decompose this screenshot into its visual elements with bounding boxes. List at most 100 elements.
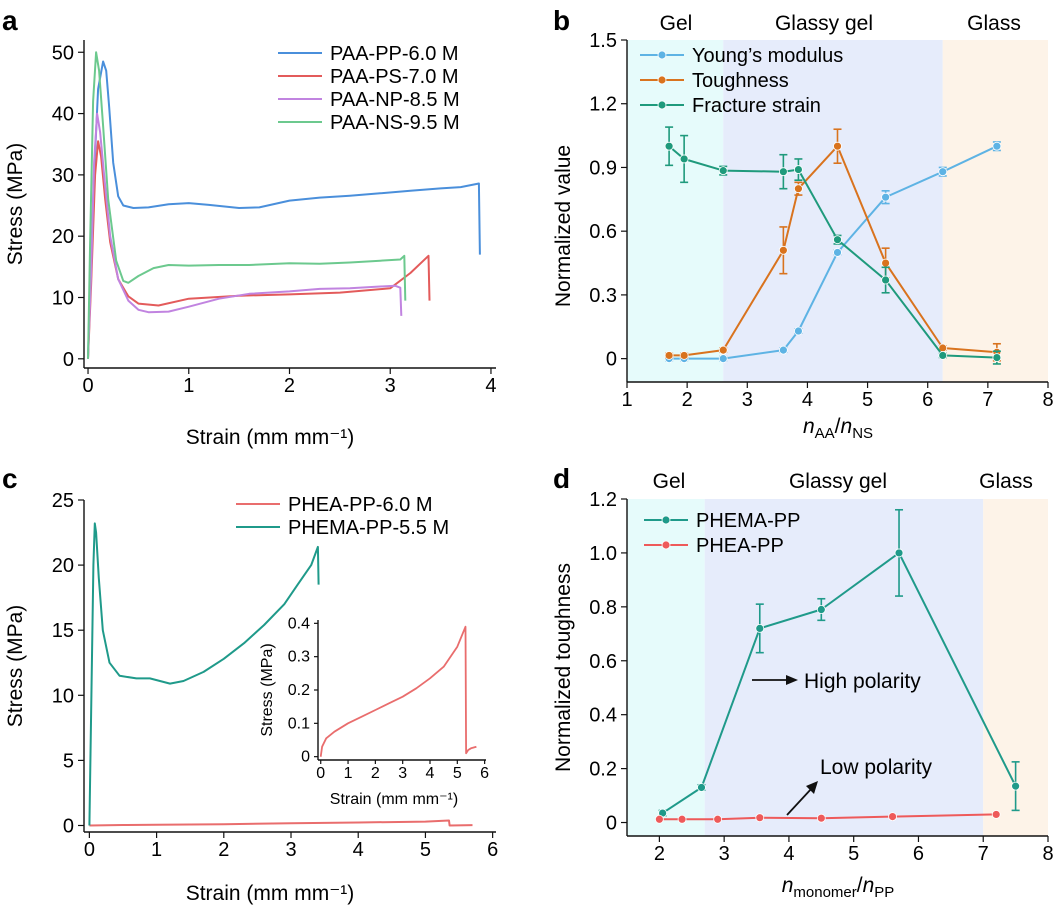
x-tick-label: 4 bbox=[426, 765, 435, 782]
series-fracture-strain-point bbox=[938, 351, 948, 360]
x-tick-label: 1 bbox=[344, 765, 353, 782]
y-tick-label: 1.0 bbox=[589, 543, 617, 565]
y-axis-label: Normalized value bbox=[552, 145, 575, 307]
x-tick-label: 0 bbox=[316, 765, 325, 782]
y-tick-label: 15 bbox=[52, 620, 74, 642]
x-tick-label: 0 bbox=[84, 839, 95, 861]
y-tick-label: 0.3 bbox=[589, 285, 617, 307]
series-fracture-strain-point bbox=[664, 141, 674, 151]
x-tick-label: 8 bbox=[1042, 843, 1053, 865]
y-tick-label: 0 bbox=[606, 813, 617, 835]
inset-y-axis-label: Stress (MPa) bbox=[259, 643, 276, 736]
y-tick-label: 0.6 bbox=[589, 651, 617, 673]
panel-letter-c: c bbox=[2, 463, 18, 494]
x-tick-label: 5 bbox=[862, 389, 873, 411]
series-phea-pp-point bbox=[888, 812, 897, 821]
x-axis-label: Strain (mm mm⁻¹) bbox=[186, 426, 355, 449]
series-toughness-point bbox=[881, 258, 891, 268]
y-tick-label: 0 bbox=[606, 349, 617, 371]
series-paa-pp-6-0-m bbox=[87, 60, 481, 359]
annotation-arrow-head bbox=[786, 675, 798, 685]
series-phema-pp-point bbox=[1011, 781, 1021, 791]
series-young-s-modulus-point bbox=[833, 248, 842, 257]
series-young-s-modulus-point bbox=[992, 141, 1002, 151]
region-label-glass: Glass bbox=[967, 12, 1021, 35]
panel-letter-a: a bbox=[2, 5, 18, 36]
x-axis-label: nmonomer/nPP bbox=[782, 874, 895, 901]
y-axis-label: Stress (MPa) bbox=[4, 143, 27, 266]
y-tick-label: 0.6 bbox=[589, 221, 617, 243]
legend-c-label: PHEA-PP-6.0 M bbox=[288, 494, 432, 516]
series-fracture-strain-point bbox=[794, 165, 803, 174]
legend-a-label: PAA-PS-7.0 M bbox=[330, 66, 459, 88]
legend-c-label: PHEMA-PP-5.5 M bbox=[288, 517, 449, 539]
y-tick-label: 40 bbox=[52, 104, 74, 126]
y-tick-label: 0.9 bbox=[589, 157, 617, 179]
y-tick-label: 0.2 bbox=[589, 759, 617, 781]
y-tick-label: 20 bbox=[52, 555, 74, 577]
region-label-glassy-gel: Glassy gel bbox=[775, 12, 873, 35]
x-tick-label: 6 bbox=[487, 839, 498, 861]
y-tick-label: 20 bbox=[52, 226, 74, 248]
series-fracture-strain-point bbox=[881, 275, 891, 285]
y-tick-label: 50 bbox=[52, 42, 74, 64]
annotation-high-polarity: High polarity bbox=[804, 670, 921, 693]
x-tick-label: 1 bbox=[183, 375, 194, 397]
legend-d-marker bbox=[661, 540, 671, 550]
x-tick-label: 2 bbox=[218, 839, 229, 861]
series-phema-pp-5-5-m bbox=[88, 522, 320, 826]
series-fracture-strain-point bbox=[833, 235, 842, 245]
legend-d-marker bbox=[661, 515, 671, 525]
x-tick-label: 3 bbox=[742, 389, 753, 411]
series-young-s-modulus-point bbox=[778, 345, 788, 355]
series-paa-ns-9-5-m bbox=[87, 51, 407, 359]
series-phea-pp-point bbox=[991, 810, 1001, 819]
series-fracture-strain-point bbox=[679, 154, 689, 164]
y-tick-label: 0.4 bbox=[589, 705, 617, 727]
region-label-glass: Glass bbox=[979, 470, 1033, 493]
x-tick-label: 1 bbox=[621, 389, 632, 411]
x-axis-label: nAA/nNS bbox=[803, 415, 873, 442]
x-tick-label: 8 bbox=[1042, 389, 1053, 411]
inset-series bbox=[319, 625, 477, 757]
y-tick-label: 1.2 bbox=[589, 489, 617, 511]
series-fracture-strain-point bbox=[778, 167, 788, 177]
region-label-glassy-gel: Glassy gel bbox=[789, 470, 887, 493]
legend-b-marker bbox=[657, 50, 667, 60]
x-tick-label: 3 bbox=[385, 375, 396, 397]
x-tick-label: 6 bbox=[913, 843, 924, 865]
x-tick-label: 7 bbox=[978, 843, 989, 865]
series-toughness-point bbox=[718, 345, 728, 355]
x-tick-label: 3 bbox=[719, 843, 730, 865]
legend-a-label: PAA-PP-6.0 M bbox=[330, 43, 459, 65]
y-tick-label: 0.8 bbox=[589, 597, 617, 619]
series-young-s-modulus-point bbox=[938, 167, 948, 177]
y-tick-label: 1.2 bbox=[589, 94, 617, 116]
x-tick-label: 4 bbox=[783, 843, 794, 865]
y-tick-label: 0.4 bbox=[288, 615, 310, 632]
y-axis-label: Normalized toughness bbox=[552, 563, 575, 772]
x-tick-label: 6 bbox=[480, 765, 489, 782]
series-phea-pp-point bbox=[713, 814, 723, 824]
series-young-s-modulus-point bbox=[794, 326, 803, 336]
x-tick-label: 2 bbox=[371, 765, 380, 782]
series-phea-pp-point bbox=[755, 813, 765, 823]
y-tick-label: 0 bbox=[63, 815, 74, 837]
panel-letter-d: d bbox=[553, 463, 570, 494]
series-toughness-point bbox=[778, 245, 788, 255]
x-tick-label: 4 bbox=[353, 839, 364, 861]
region-label-gel: Gel bbox=[660, 12, 693, 35]
x-tick-label: 2 bbox=[284, 375, 295, 397]
annotation-arrow-shaft bbox=[786, 787, 813, 816]
x-tick-label: 1 bbox=[151, 839, 162, 861]
legend-b-label: Toughness bbox=[692, 70, 789, 92]
legend-a-label: PAA-NS-9.5 M bbox=[330, 112, 460, 134]
series-phea-pp-point bbox=[677, 814, 687, 824]
x-tick-label: 2 bbox=[654, 843, 665, 865]
series-phema-pp-point bbox=[755, 624, 765, 633]
x-tick-label: 6 bbox=[922, 389, 933, 411]
region-band-glass bbox=[942, 40, 1048, 382]
legend-b-marker bbox=[657, 100, 667, 110]
legend-b-label: Young’s modulus bbox=[692, 45, 843, 67]
